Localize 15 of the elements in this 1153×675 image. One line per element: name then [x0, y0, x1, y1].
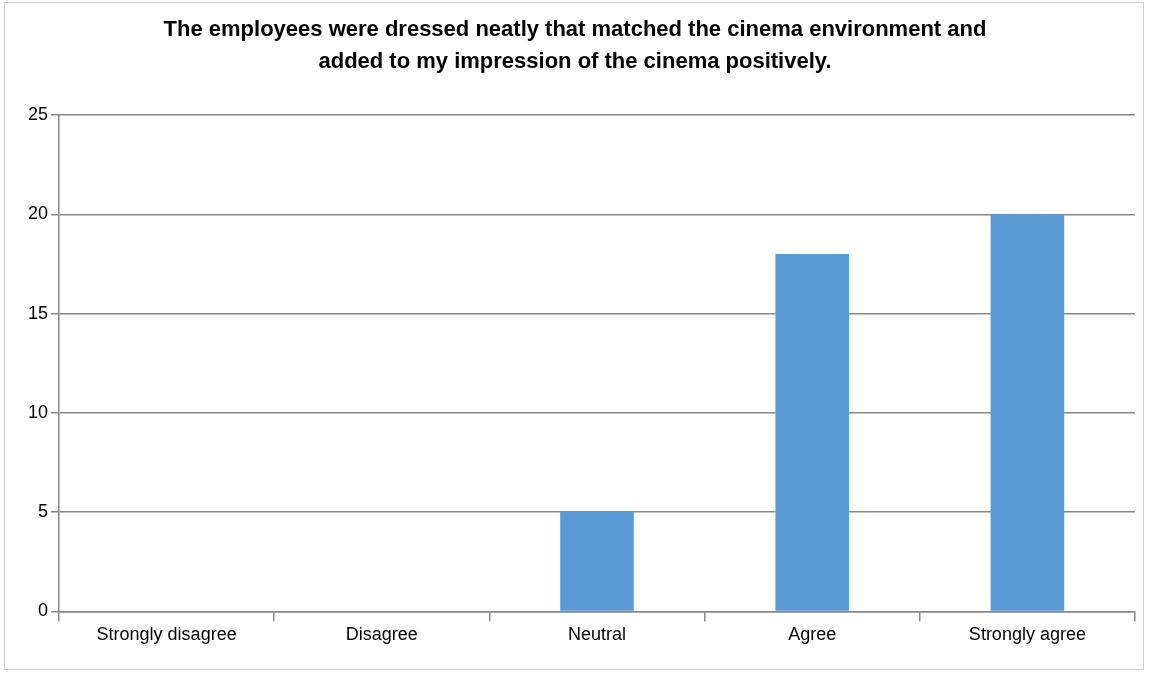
- bar: [560, 512, 634, 611]
- chart-title: The employees were dressed neatly that matched the cinema environment and added to my impression of the cinema positively.: [162, 15, 988, 75]
- y-tick-label: 15: [27, 302, 49, 323]
- x-tick-label: Agree: [788, 624, 837, 645]
- y-tick-label: 0: [38, 600, 49, 621]
- bar: [990, 214, 1065, 611]
- x-tick-label: Disagree: [345, 624, 418, 645]
- x-tick-label: Neutral: [568, 624, 627, 645]
- x-tick-label: Strongly agree: [968, 624, 1086, 645]
- y-tick-label: 5: [38, 501, 49, 522]
- x-tick-label: Strongly disagree: [96, 624, 237, 645]
- y-tick-label: 20: [27, 203, 49, 224]
- bar: [775, 253, 850, 611]
- y-tick-label: 10: [27, 401, 49, 422]
- y-tick-label: 25: [27, 103, 49, 124]
